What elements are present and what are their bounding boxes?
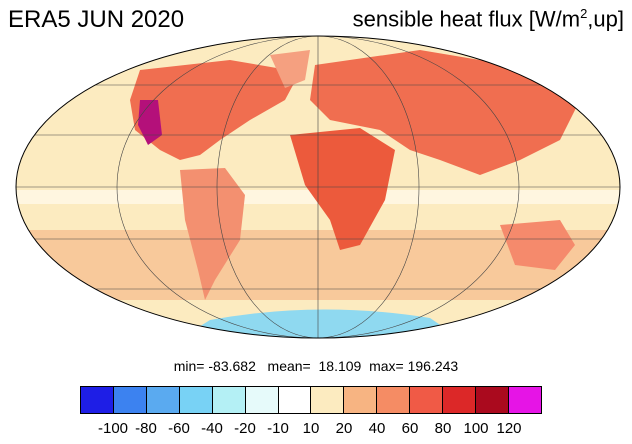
stats-readout: min= -83.682 mean= 18.109 max= 196.243: [173, 358, 459, 374]
south-america: [180, 168, 245, 300]
colorbar-swatch: [410, 387, 444, 413]
colorbar-swatch: [508, 387, 541, 413]
colorbar-tick-label: -10: [267, 420, 289, 437]
africa: [290, 128, 395, 250]
colorbar-swatch: [146, 387, 180, 413]
colorbar-swatch: [278, 387, 312, 413]
greenland: [270, 50, 310, 88]
colorbar-tick-label: -100: [97, 420, 129, 437]
australia: [500, 220, 575, 270]
colorbar-swatch: [212, 387, 246, 413]
colorbar-tick-label: -60: [168, 420, 190, 437]
colorbar-swatch: [344, 387, 378, 413]
colorbar-swatch: [81, 387, 114, 413]
colorbar-swatch: [443, 387, 477, 413]
colorbar-tick-label: 20: [335, 420, 353, 437]
colorbar-swatch: [245, 387, 279, 413]
colorbar-swatch: [377, 387, 411, 413]
colorbar-tick-label: 100: [463, 420, 489, 437]
colorbar-tick-label: 40: [368, 420, 386, 437]
colorbar-tick-label: 80: [434, 420, 452, 437]
colorbar-labels: -100 -80 -60 -40 -20 -10 10 20 40 60 80 100 120: [0, 420, 632, 440]
eurasia: [310, 50, 580, 175]
variable-title: sensible heat flux [W/m2,up]: [352, 6, 624, 32]
colorbar: [80, 386, 542, 414]
colorbar-swatch: [179, 387, 213, 413]
map-title: ERA5 JUN 2020: [8, 6, 185, 33]
colorbar-tick-label: -40: [201, 420, 223, 437]
colorbar-swatch: [476, 387, 509, 413]
globe-outline: [15, 35, 621, 339]
colorbar-swatch: [311, 387, 345, 413]
colorbar-tick-label: 60: [401, 420, 419, 437]
colorbar-tick-label: 10: [302, 420, 320, 437]
colorbar-swatch: [113, 387, 147, 413]
colorbar-tick-label: -20: [234, 420, 256, 437]
colorbar-tick-label: -80: [135, 420, 157, 437]
colorbar-tick-label: 120: [496, 420, 522, 437]
